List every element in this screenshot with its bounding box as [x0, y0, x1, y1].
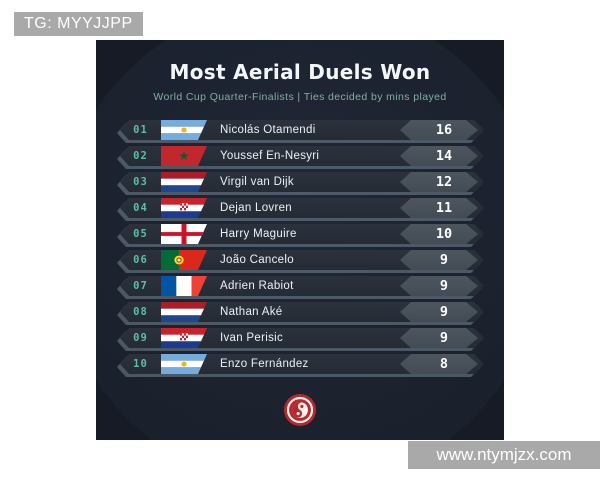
- flag-morocco-icon: [161, 146, 207, 166]
- rank-label: 03: [133, 176, 148, 188]
- player-name: Nicolás Otamendi: [220, 124, 316, 136]
- rank-label: 07: [133, 280, 148, 292]
- row-background: [120, 120, 484, 140]
- rank-label: 05: [133, 228, 148, 240]
- player-name: Harry Maguire: [220, 228, 297, 240]
- row-background: [120, 354, 484, 374]
- player-name: Dejan Lovren: [220, 202, 293, 214]
- row-background: [120, 328, 484, 348]
- value-label: 12: [435, 174, 453, 190]
- value-label: 10: [435, 226, 453, 242]
- value-badge: 9: [400, 328, 478, 348]
- value-badge: 12: [400, 172, 478, 192]
- rank-label: 10: [133, 358, 148, 370]
- value-label: 8: [439, 356, 449, 372]
- rank-label: 02: [133, 150, 148, 162]
- player-name: Virgil van Dijk: [220, 176, 294, 188]
- row-background: [120, 302, 484, 322]
- value-label: 9: [439, 252, 449, 268]
- row-background: [120, 172, 484, 192]
- rank-label: 01: [133, 124, 148, 136]
- site-watermark-label: www.ntymjzx.com: [436, 445, 572, 464]
- value-label: 14: [435, 148, 453, 164]
- player-name: Ivan Perisic: [220, 332, 284, 344]
- player-name: Nathan Aké: [220, 306, 283, 318]
- flag-croatia-icon: [161, 198, 207, 218]
- player-name: Youssef En-Nesyri: [220, 150, 320, 162]
- flag-france-icon: [161, 276, 207, 296]
- flag-england-icon: [161, 224, 207, 244]
- flag-portugal-icon: [161, 250, 207, 270]
- value-badge: 11: [400, 198, 478, 218]
- value-label: 9: [439, 304, 449, 320]
- table-row: 03 Virgil van Dijk 12: [120, 172, 484, 192]
- page-title: Most Aerial Duels Won: [169, 60, 431, 84]
- value-badge: 14: [400, 146, 478, 166]
- row-background: [120, 146, 484, 166]
- flag-netherlands-icon: [161, 302, 207, 322]
- value-badge: 16: [400, 120, 478, 140]
- leaderboard: 01 Nicolás Otamendi 16 02 Youssef En-Nes…: [120, 120, 484, 380]
- player-name: João Cancelo: [220, 254, 294, 266]
- table-row: 01 Nicolás Otamendi 16: [120, 120, 484, 140]
- table-row: 06 João Cancelo 9: [120, 250, 484, 270]
- table-row: 02 Youssef En-Nesyri 14: [120, 146, 484, 166]
- row-background: [120, 250, 484, 270]
- value-badge: 9: [400, 302, 478, 322]
- player-name: Enzo Fernández: [220, 358, 309, 370]
- flag-argentina-icon: [161, 354, 207, 374]
- flag-argentina-icon: [161, 120, 207, 140]
- row-background: [120, 276, 484, 296]
- value-badge: 9: [400, 250, 478, 270]
- value-badge: 10: [400, 224, 478, 244]
- rank-label: 06: [133, 254, 148, 266]
- table-row: 05 Harry Maguire 10: [120, 224, 484, 244]
- table-row: 09 Ivan Perisic 9: [120, 328, 484, 348]
- flag-netherlands-icon: [161, 172, 207, 192]
- value-label: 9: [439, 330, 449, 346]
- telegram-watermark: TG: MYYJJPP: [14, 12, 143, 36]
- table-row: 08 Nathan Aké 9: [120, 302, 484, 322]
- player-name: Adrien Rabiot: [220, 280, 294, 292]
- row-background: [120, 198, 484, 218]
- brand-logo-icon: [284, 394, 316, 426]
- rank-label: 04: [133, 202, 148, 214]
- table-row: 10 Enzo Fernández 8: [120, 354, 484, 374]
- site-watermark: www.ntymjzx.com: [408, 441, 600, 469]
- flag-croatia-icon: [161, 328, 207, 348]
- value-badge: 9: [400, 276, 478, 296]
- telegram-watermark-label: TG: MYYJJPP: [24, 15, 133, 32]
- value-label: 16: [435, 122, 453, 138]
- value-badge: 8: [400, 354, 478, 374]
- page-subtitle: World Cup Quarter-Finalists | Ties decid…: [153, 91, 447, 103]
- value-label: 11: [435, 200, 453, 216]
- rank-label: 08: [133, 306, 148, 318]
- card-header: Most Aerial Duels Won World Cup Quarter-…: [96, 40, 504, 103]
- table-row: 04 Dejan Lovren 11: [120, 198, 484, 218]
- stats-card: Most Aerial Duels Won World Cup Quarter-…: [96, 40, 504, 440]
- rank-label: 09: [133, 332, 148, 344]
- value-label: 9: [439, 278, 449, 294]
- table-row: 07 Adrien Rabiot 9: [120, 276, 484, 296]
- row-background: [120, 224, 484, 244]
